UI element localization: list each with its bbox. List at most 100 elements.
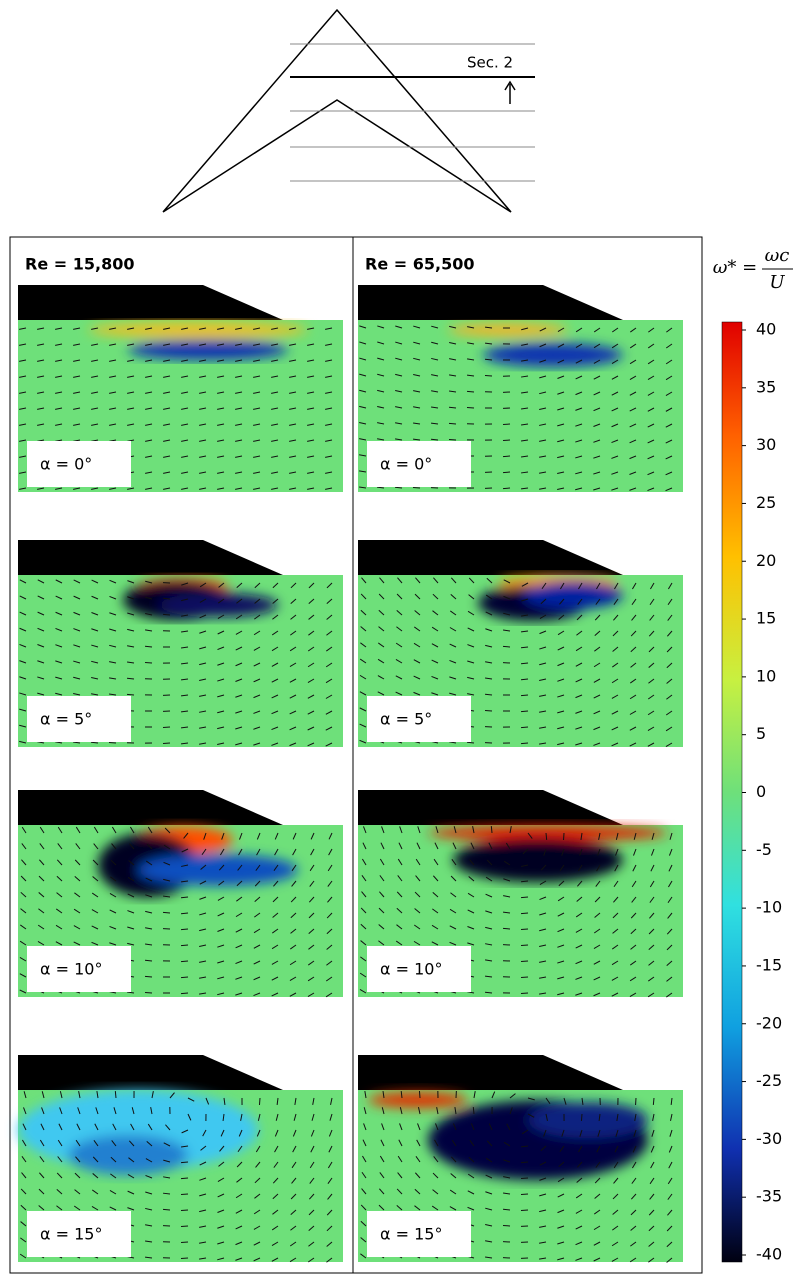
vector [164, 827, 171, 834]
vector [520, 1145, 529, 1148]
vector [145, 439, 153, 442]
vector [165, 1124, 171, 1131]
vector [310, 832, 315, 840]
vector [484, 326, 493, 329]
vector [271, 407, 279, 410]
vector [37, 375, 45, 378]
vector [109, 359, 117, 362]
vector [289, 391, 297, 394]
vector [611, 487, 619, 491]
vector [670, 1097, 673, 1106]
vector [466, 374, 475, 377]
vector [559, 864, 565, 872]
vector [330, 1097, 333, 1105]
vector [612, 662, 619, 668]
vector [665, 455, 673, 460]
vector [563, 1097, 567, 1105]
vector [377, 422, 385, 425]
vector [376, 486, 385, 489]
vector [413, 406, 421, 409]
vector [114, 1090, 117, 1099]
vector [91, 1205, 99, 1211]
vector [217, 662, 225, 666]
vector [647, 455, 655, 460]
vector [19, 391, 27, 394]
vector [145, 407, 153, 410]
vector [290, 912, 297, 919]
vector [217, 630, 225, 635]
vector [539, 646, 547, 650]
vector [630, 630, 637, 637]
vector [217, 710, 225, 714]
vector [381, 1107, 385, 1115]
vector [449, 660, 457, 664]
vector [611, 439, 619, 444]
vector [539, 1225, 547, 1228]
vector [539, 694, 547, 697]
vector [593, 1241, 601, 1246]
vector [162, 1192, 171, 1195]
vector [93, 843, 99, 850]
vector [127, 391, 135, 394]
vector [274, 1129, 279, 1137]
vector [127, 645, 135, 648]
vector [272, 1193, 279, 1200]
vector [667, 1193, 673, 1200]
vector [74, 892, 81, 898]
vector [520, 710, 529, 713]
vector [593, 662, 601, 668]
vector [20, 1188, 27, 1195]
vector [593, 710, 601, 715]
vector [611, 455, 619, 459]
vector [55, 327, 63, 330]
vector [109, 628, 117, 632]
vector [40, 1123, 45, 1131]
vector [543, 848, 547, 856]
vector [59, 1107, 63, 1115]
colorbar-tick-label: -20 [756, 1013, 782, 1032]
vector [307, 694, 315, 699]
vector [613, 896, 619, 903]
vector [539, 896, 547, 901]
vector [254, 1193, 261, 1199]
vector [629, 710, 637, 715]
vector [328, 848, 333, 856]
vector [199, 646, 207, 650]
vector [596, 864, 601, 872]
vector [576, 630, 583, 636]
vector [629, 471, 637, 475]
vector [217, 928, 225, 932]
vector [629, 726, 637, 731]
vector [651, 832, 655, 840]
vector [290, 598, 297, 604]
vector [503, 579, 511, 584]
vector [325, 391, 333, 394]
vector [127, 343, 135, 346]
vector [665, 710, 673, 716]
vector [237, 864, 243, 871]
vector [91, 892, 99, 898]
vector [631, 598, 637, 606]
vector [239, 832, 243, 840]
vector [235, 1209, 243, 1214]
vector [326, 944, 333, 950]
vector [37, 595, 45, 600]
vector [74, 859, 81, 866]
vector [235, 976, 243, 980]
vector [467, 326, 475, 329]
vector [294, 1097, 297, 1105]
vector [360, 923, 367, 930]
vector [594, 1177, 601, 1184]
vector [274, 1145, 279, 1153]
vector [539, 912, 547, 916]
vector [325, 678, 333, 684]
vector [181, 439, 189, 442]
vector [595, 880, 601, 887]
vector [595, 598, 601, 605]
vector [180, 678, 189, 681]
vector [575, 327, 583, 333]
vector [557, 455, 565, 459]
vector [37, 359, 45, 362]
vector [272, 614, 279, 620]
vector [37, 423, 45, 426]
